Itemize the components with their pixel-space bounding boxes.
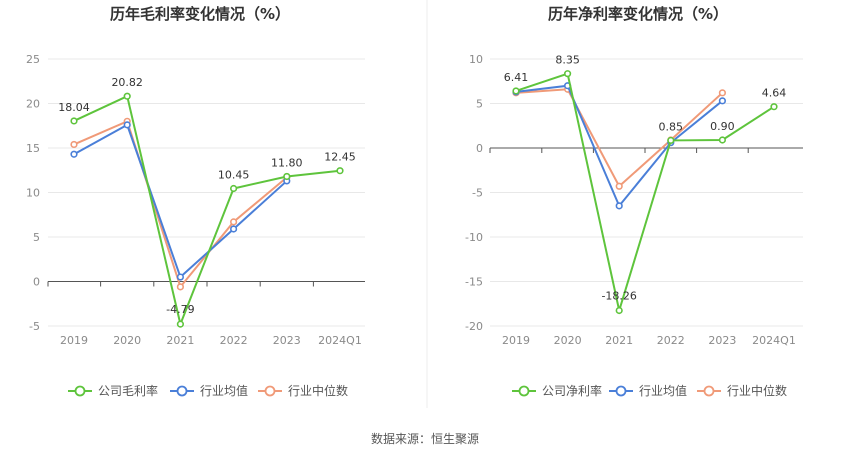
data-point-avg	[615, 202, 623, 210]
x-tick-label: 2020	[113, 334, 141, 347]
data-label: 10.45	[218, 168, 250, 181]
legend-label: 公司净利率	[542, 383, 602, 398]
y-tick-label: 25	[26, 53, 40, 66]
y-tick-label: 20	[26, 98, 40, 111]
legend-item-company: 公司毛利率	[68, 383, 158, 398]
y-tick-label: -15	[465, 276, 483, 289]
data-point-median	[176, 283, 184, 291]
data-point-company	[512, 87, 520, 95]
left-chart: 25 20 15 10 5 0 -5 2019 2020 2021 2022 2023 2024Q1 18…	[26, 53, 365, 398]
x-tick-label: 2023	[273, 334, 301, 347]
data-point-company	[176, 320, 184, 328]
x-tick-label: 2019	[60, 334, 88, 347]
y-tick-label: -5	[472, 187, 483, 200]
right-chart-title: 历年净利率变化情况（%）	[548, 5, 728, 23]
data-label: 4.64	[762, 87, 787, 100]
data-point-company	[230, 184, 238, 193]
data-point-company	[615, 306, 623, 315]
data-point-company	[563, 70, 572, 78]
legend-item-median: 行业中位数	[697, 383, 787, 398]
legend-marker	[176, 385, 188, 397]
data-point-company	[123, 92, 131, 100]
y-tick-label: 5	[33, 231, 40, 244]
data-label: 20.82	[111, 76, 143, 89]
legend-item-avg: 行业均值	[170, 383, 248, 398]
legend-label: 公司毛利率	[98, 383, 158, 398]
data-label: 11.80	[271, 156, 303, 169]
data-source: 数据来源：恒生聚源	[371, 431, 479, 446]
legend-marker	[74, 385, 86, 397]
data-point-company	[718, 136, 727, 144]
legend-label: 行业均值	[200, 383, 248, 398]
legend-marker	[518, 385, 530, 397]
legend-item-median: 行业中位数	[258, 383, 348, 398]
legend-marker	[703, 385, 715, 397]
data-point-avg	[70, 150, 78, 158]
data-label: 18.04	[58, 101, 90, 114]
x-tick-label: 2024Q1	[318, 334, 362, 347]
legend-item-company: 公司净利率	[512, 383, 602, 398]
data-point-median	[718, 89, 727, 97]
y-tick-label: 15	[26, 142, 40, 155]
data-label: 0.90	[710, 120, 735, 133]
data-point-median	[615, 182, 623, 190]
data-point-company	[70, 117, 78, 125]
data-label: -18.26	[601, 290, 636, 303]
y-tick-label: 10	[26, 187, 40, 200]
right-chart: 10 5 0 -5 -10 -15 -20 2019 2020 2021 2022 2023 2024Q…	[465, 53, 803, 398]
legend-label: 行业中位数	[288, 383, 348, 398]
data-point-company	[770, 103, 778, 111]
left-chart-title: 历年毛利率变化情况（%）	[110, 5, 290, 23]
x-tick-label: 2021	[605, 334, 633, 347]
y-tick-label: 0	[476, 142, 483, 155]
x-tick-label: 2020	[554, 334, 582, 347]
data-label: 8.35	[555, 54, 580, 67]
x-tick-label: 2022	[657, 334, 685, 347]
y-tick-label: 5	[476, 98, 483, 111]
y-tick-label: -20	[465, 320, 483, 333]
series-line-company	[515, 72, 775, 315]
data-point-avg	[176, 273, 184, 281]
x-tick-label: 2024Q1	[752, 334, 796, 347]
y-tick-label: 10	[469, 53, 483, 66]
legend-label: 行业均值	[639, 383, 687, 398]
data-label: -4.79	[166, 303, 194, 316]
data-label: 0.85	[659, 120, 684, 133]
data-point-avg	[230, 225, 238, 233]
legend-label: 行业中位数	[727, 383, 787, 398]
data-point-median	[230, 218, 238, 226]
y-tick-label: 0	[33, 276, 40, 289]
y-tick-label: -10	[465, 231, 483, 244]
y-tick-label: -5	[29, 320, 40, 333]
data-point-company	[336, 167, 344, 175]
x-tick-label: 2019	[502, 334, 530, 347]
x-tick-label: 2021	[166, 334, 194, 347]
legend-marker	[615, 385, 627, 397]
legend-marker	[264, 385, 276, 397]
legend-item-avg: 行业均值	[609, 383, 687, 398]
series-line-company	[73, 94, 341, 328]
series-line-median	[73, 119, 288, 289]
data-point-avg	[718, 97, 727, 105]
data-point-avg	[123, 121, 131, 129]
x-tick-label: 2023	[708, 334, 736, 347]
data-point-company	[283, 172, 291, 181]
x-tick-label: 2022	[220, 334, 248, 347]
data-point-median	[70, 140, 78, 149]
data-point-company	[667, 136, 675, 145]
data-label: 6.41	[504, 71, 529, 84]
data-label: 12.45	[324, 151, 356, 164]
